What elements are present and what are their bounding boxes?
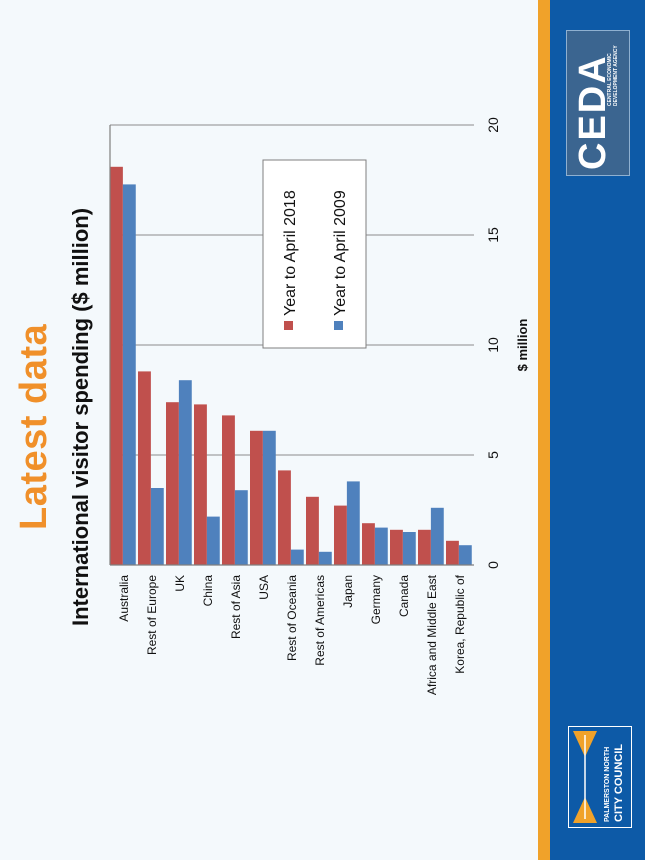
category-label: Japan <box>341 575 355 608</box>
bar <box>250 430 263 565</box>
category-label: China <box>201 575 215 607</box>
ceda-logo <box>566 30 630 176</box>
council-emblem-icon <box>573 731 597 823</box>
council-name-line2: CITY COUNCIL <box>613 743 625 822</box>
bar <box>262 430 276 565</box>
tick-labels: 0 5 10 15 20 <box>485 117 501 569</box>
tick-label: 0 <box>485 561 501 569</box>
bar <box>402 532 416 565</box>
bar <box>122 184 136 565</box>
bar <box>318 551 332 565</box>
slide-content <box>0 0 550 860</box>
bar <box>390 529 403 565</box>
legend-swatch-2009 <box>334 321 343 330</box>
bar <box>362 523 375 565</box>
bar <box>346 481 360 565</box>
bar <box>206 516 220 565</box>
ceda-logo-subtext: CENTRAL ECONOMIC DEVELOPMENT AGENCY <box>607 45 619 106</box>
tick-label: 10 <box>485 337 501 353</box>
chart-axes <box>109 125 474 566</box>
chart-legend: Year to April 2018 Year to April 2009 <box>262 159 367 349</box>
category-label: Canada <box>397 575 411 617</box>
bar <box>222 415 235 565</box>
category-label: Korea, Republic of <box>453 574 467 673</box>
legend-label-2009: Year to April 2009 <box>332 190 349 316</box>
bar <box>306 496 319 565</box>
bar <box>166 402 179 565</box>
bar <box>278 470 291 565</box>
legend-swatch-2018 <box>284 321 293 330</box>
bar <box>458 545 472 565</box>
category-label: USA <box>257 575 271 600</box>
category-label: Rest of Europe <box>145 575 159 655</box>
bar <box>446 540 459 565</box>
bar <box>234 490 248 565</box>
tick-label: 15 <box>485 227 501 243</box>
category-label: Germany <box>369 575 383 624</box>
category-label: Rest of Americas <box>313 575 327 666</box>
category-label: Rest of Asia <box>229 575 243 639</box>
orange-accent-stripe <box>538 0 550 860</box>
bar <box>374 527 388 565</box>
bar <box>290 549 304 565</box>
bar <box>110 166 123 566</box>
category-label: Africa and Middle East <box>425 574 439 695</box>
bar <box>334 505 347 565</box>
x-axis-title: $ million <box>515 319 530 372</box>
tick-label: 5 <box>485 451 501 459</box>
category-label: Australia <box>117 575 131 622</box>
council-logo <box>568 726 632 828</box>
tick-label: 20 <box>485 117 501 133</box>
bar <box>150 488 164 565</box>
bar <box>138 371 151 565</box>
category-label: UK <box>173 575 187 592</box>
bar <box>178 380 192 565</box>
category-label: Rest of Oceania <box>285 575 299 661</box>
legend-box <box>262 159 367 349</box>
bar <box>194 404 207 565</box>
bar <box>418 529 431 565</box>
bar <box>430 507 444 565</box>
legend-label-2018: Year to April 2018 <box>282 190 299 316</box>
category-labels: Australia Rest of Europe UK China Rest of As… <box>117 574 467 695</box>
bar-chart: Australia Rest of Europe UK China Rest of As… <box>109 117 530 695</box>
council-name-line1: PALMERSTON NORTH <box>604 746 611 822</box>
chart-bars <box>110 166 472 566</box>
